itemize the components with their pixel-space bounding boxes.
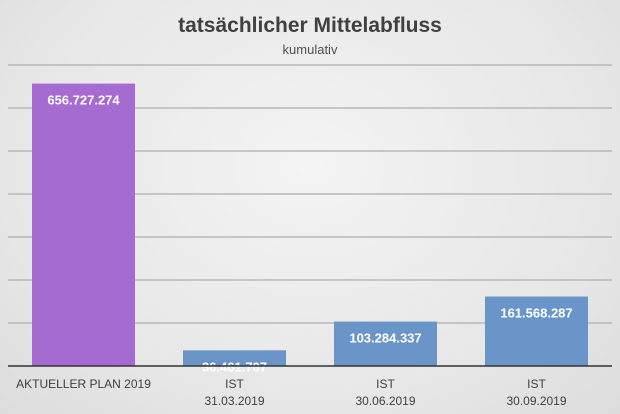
x-tick-label: IST bbox=[225, 377, 244, 391]
x-tick-label: IST bbox=[527, 377, 546, 391]
bar bbox=[183, 350, 286, 366]
x-tick-label: AKTUELLER PLAN 2019 bbox=[16, 377, 151, 391]
data-label: 656.727.274 bbox=[47, 93, 120, 108]
x-tick-label: 30.09.2019 bbox=[506, 394, 566, 408]
bar bbox=[32, 83, 135, 366]
bar bbox=[485, 296, 588, 366]
x-tick-label: 30.06.2019 bbox=[355, 394, 415, 408]
data-label: 103.284.337 bbox=[349, 331, 421, 346]
chart-title: tatsächlicher Mittelabfluss bbox=[178, 14, 442, 37]
chart-subtitle: kumulativ bbox=[282, 42, 338, 57]
bar bbox=[334, 321, 437, 366]
data-label: 161.568.287 bbox=[500, 306, 572, 321]
data-label: 36.461.707 bbox=[202, 359, 267, 374]
x-tick-label: 31.03.2019 bbox=[204, 394, 264, 408]
x-tick-label: IST bbox=[376, 377, 395, 391]
